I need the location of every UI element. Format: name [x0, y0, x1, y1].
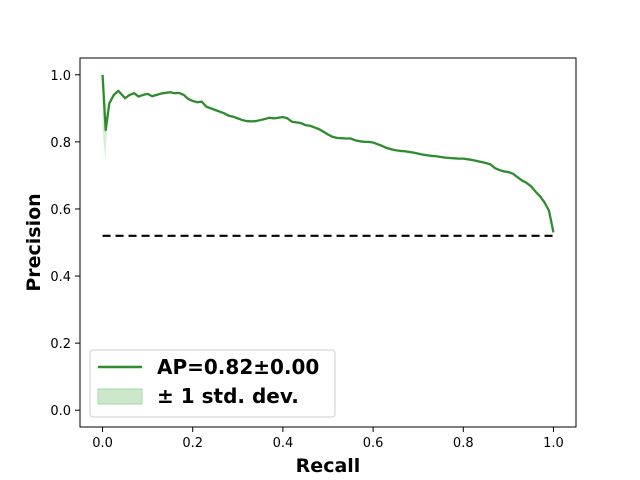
y-tick-label: 1.0 [50, 69, 71, 84]
legend: AP=0.82±0.00 ± 1 std. dev. [89, 349, 336, 418]
y-tick-label: 0.4 [50, 270, 71, 285]
y-tick-label: 0.0 [50, 404, 71, 419]
x-tick-label: 1.0 [543, 436, 564, 451]
legend-band-swatch [97, 388, 143, 405]
plot-area [101, 74, 555, 237]
legend-label-std: ± 1 std. dev. [157, 384, 299, 408]
legend-label-ap: AP=0.82±0.00 [157, 355, 319, 379]
pr-curve-line [101, 74, 555, 233]
y-axis-label: Precision [23, 193, 45, 291]
x-tick-label: 0.4 [273, 436, 294, 451]
legend-box [89, 349, 336, 418]
axes-frame [79, 57, 577, 428]
y-tick-label: 0.6 [50, 203, 71, 218]
x-tick-label: 0.2 [182, 436, 203, 451]
y-tick-label: 0.8 [50, 136, 71, 151]
axes: 0.0 0.2 0.4 0.6 0.8 1.0 0.0 0.2 0.4 0.6 0.8 1.0 [50, 57, 577, 451]
x-tick-label: 0.8 [453, 436, 474, 451]
y-tick-label: 0.2 [50, 337, 71, 352]
x-tick-label: 0.0 [92, 436, 113, 451]
x-tick-label: 0.6 [363, 436, 384, 451]
x-axis-label: Recall [296, 455, 361, 477]
